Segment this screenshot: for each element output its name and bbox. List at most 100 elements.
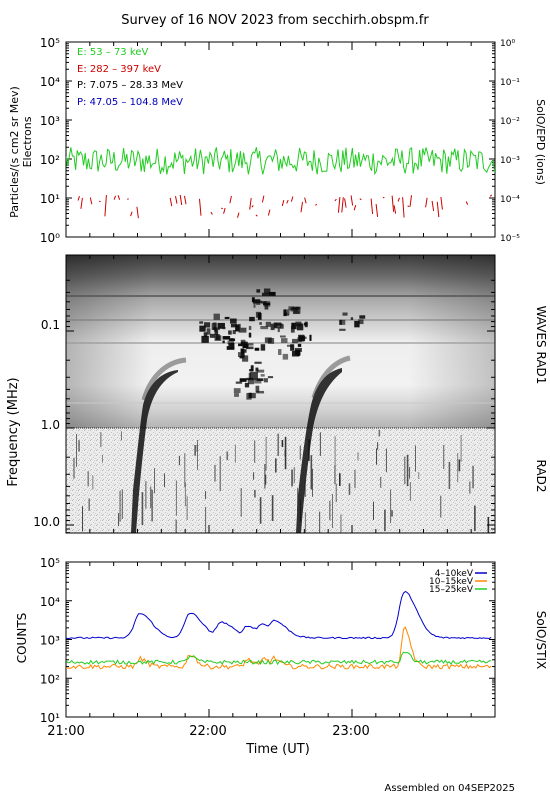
- rad1-patch: [304, 322, 308, 326]
- epd-right-tick-label: 10⁻⁴: [500, 195, 520, 205]
- rad1-patch: [260, 325, 269, 330]
- stix-time-ticks: [65, 562, 496, 717]
- rad1-patch: [222, 327, 226, 330]
- stix-4-10kev-series: [66, 590, 492, 640]
- rad1-patch: [254, 361, 262, 364]
- rad1-patch: [342, 312, 348, 316]
- epd-y-tick-label: 10¹: [40, 192, 60, 206]
- rad1-patch: [350, 317, 354, 321]
- rad1-patch: [290, 344, 295, 351]
- rad1-patch: [222, 336, 231, 340]
- epd-legend-3: P: 7.075 – 28.33 MeV: [77, 80, 183, 91]
- rad1-patch: [292, 311, 300, 315]
- rad1-patch: [358, 319, 364, 325]
- radio-time-ticks: [65, 255, 496, 533]
- rad1-patch: [256, 299, 261, 305]
- x-tick-label-2100: 21:00: [47, 724, 84, 739]
- rad1-patch: [250, 371, 258, 379]
- type-iii-burst-2: [296, 368, 342, 533]
- rad1-patch: [235, 325, 239, 332]
- epd-electron-high-series: [77, 194, 493, 219]
- rad1-patch: [354, 320, 360, 328]
- rad1-patch: [259, 300, 262, 303]
- rad1-patch: [230, 318, 237, 324]
- epd-electron-low-series: [66, 146, 495, 176]
- rad1-patch: [201, 335, 209, 343]
- rad1-patch: [248, 325, 252, 330]
- rad1-patch: [292, 338, 298, 344]
- radio-panel: 0.1 1.0 10.0 Frequency (MHz) WAVES RAD1 …: [6, 254, 548, 534]
- rad1-patch: [282, 353, 289, 360]
- stix-plot-frame: [65, 561, 496, 718]
- rad1-patch: [280, 324, 284, 329]
- rad1-patch: [224, 316, 230, 320]
- rad1-edge-shading: [66, 255, 495, 428]
- rad1-patch: [277, 327, 280, 333]
- rad1-patch: [296, 349, 301, 356]
- rad1-patch: [222, 340, 225, 344]
- epd-legend-4: P: 47.05 – 104.8 MeV: [77, 97, 183, 108]
- figure-title: Survey of 16 NOV 2023 from secchirh.obsp…: [121, 13, 429, 28]
- rad1-patch: [242, 343, 249, 349]
- rad1-patch: [234, 393, 239, 397]
- stix-left-axis: 10¹ 10² 10³ 10⁴ 10⁵: [40, 556, 495, 725]
- rad1-patch: [251, 297, 255, 303]
- rad1-patch: [245, 346, 254, 350]
- radio-tick-1.0: 1.0: [41, 418, 60, 432]
- rad2-interference-stripes: [73, 430, 490, 533]
- rad1-patch: [214, 329, 219, 336]
- x-tick-label-2200: 22:00: [189, 724, 226, 739]
- rad1-patch: [271, 293, 275, 297]
- rad1-patch: [250, 392, 256, 399]
- rad1-patch: [209, 333, 216, 338]
- rad1-patch: [246, 392, 252, 400]
- epd-right-tick-label: 10⁻¹: [500, 78, 520, 88]
- epd-right-tick-label: 10⁻²: [500, 117, 520, 127]
- stix-y-tick-label: 10⁴: [40, 595, 60, 609]
- stix-panel: 10¹ 10² 10³ 10⁴ 10⁵ 4–10keV 10–15keV 15–25ke…: [15, 556, 548, 725]
- rad1-patch: [214, 335, 222, 341]
- rad1-patch: [238, 327, 247, 333]
- rad2-background: [66, 428, 495, 533]
- assembled-footer: Assembled on 04SEP2025: [385, 783, 515, 794]
- rad1-patch: [240, 348, 245, 354]
- rad1-patch: [263, 288, 271, 294]
- rad1-patch: [246, 343, 254, 346]
- rad1-patch: [230, 342, 235, 349]
- rad1-patch: [267, 338, 275, 344]
- rad1-patch: [278, 349, 282, 355]
- type-iii-burst-1-halo: [141, 357, 187, 401]
- rad1-patch: [286, 344, 294, 347]
- rad1-patch: [204, 322, 211, 328]
- rad1-patch: [338, 319, 346, 325]
- rad1-patch: [240, 352, 245, 358]
- stix-15-25kev-series: [66, 651, 492, 666]
- type-iii-burst-2-halo: [311, 355, 351, 399]
- rad1-patch: [239, 378, 247, 382]
- rad1-patch: [260, 344, 266, 351]
- epd-y-tick-label: 10⁴: [40, 75, 60, 89]
- rad1-patch: [242, 355, 249, 362]
- rad1-patch: [273, 322, 282, 329]
- rad1-patch: [259, 322, 262, 325]
- rad1-patch: [255, 311, 261, 318]
- rad1-patch: [359, 315, 366, 319]
- rad1-patch: [290, 326, 295, 333]
- epd-right-axis: 10⁻⁵ 10⁻⁴ 10⁻³ 10⁻² 10⁻¹ 10⁰: [489, 39, 520, 244]
- rad1-patch: [248, 372, 252, 380]
- rad1-patch: [228, 330, 232, 335]
- rad1-patch: [254, 378, 262, 384]
- rad1-patch: [244, 382, 250, 388]
- rad1-patch: [211, 322, 217, 330]
- radio-tick-0.1: 0.1: [41, 318, 60, 332]
- rad1-patch: [339, 328, 346, 331]
- rad1-patch: [265, 321, 271, 327]
- rad1-patch: [238, 343, 243, 347]
- stix-y-label: COUNTS: [15, 613, 29, 664]
- rad1-patch: [280, 335, 286, 338]
- rad1-patch: [263, 378, 268, 383]
- rad1-patch: [253, 303, 256, 308]
- rad1-patch: [249, 316, 255, 322]
- stix-y-tick-label: 10²: [40, 672, 60, 686]
- rad1-patch: [339, 319, 342, 325]
